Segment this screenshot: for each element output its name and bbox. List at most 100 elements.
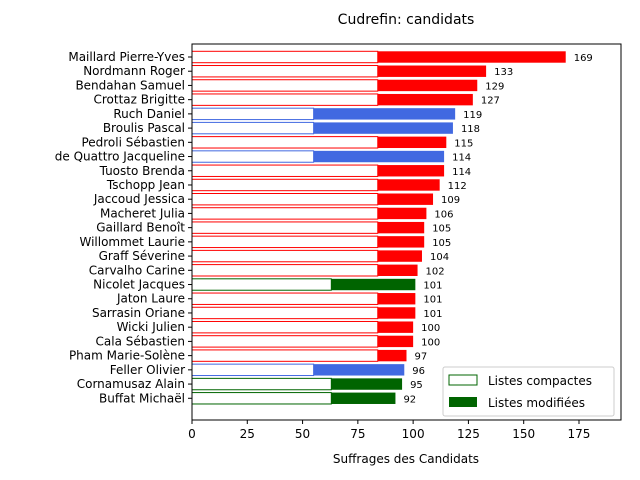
bar-compact — [191, 264, 379, 277]
bar-value-label: 127 — [481, 96, 500, 107]
bar-compact — [191, 178, 379, 192]
bar-value-label: 101 — [423, 281, 442, 292]
y-tick-label: Feller Olivier — [110, 363, 185, 377]
y-tick-label: Carvalho Carine — [89, 263, 185, 277]
bar-value-label: 95 — [410, 380, 423, 391]
bar-value-label: 114 — [452, 167, 471, 178]
bar-modified — [313, 122, 453, 134]
bar-compact — [191, 292, 379, 305]
y-tick-label: Jaccoud Jessica — [93, 192, 185, 206]
bar-modified — [377, 193, 434, 205]
bar-compact — [191, 136, 379, 149]
y-tick-label: Cornamusaz Alain — [77, 377, 185, 391]
bar-modified — [377, 335, 414, 348]
bar-value-label: 92 — [403, 394, 416, 405]
bar-modified — [331, 378, 403, 390]
bar-compact — [191, 235, 379, 249]
legend-swatch-compactes — [448, 374, 478, 386]
bar-value-label: 101 — [423, 309, 442, 320]
bar-modified — [377, 93, 473, 106]
y-tick-label: Bendahan Samuel — [75, 78, 185, 92]
x-tick-label: 150 — [512, 427, 535, 441]
bar-compact — [191, 193, 379, 206]
y-tick-label: Macheret Julia — [100, 206, 185, 220]
y-tick-label: Wicki Julien — [117, 320, 185, 334]
bar-value-label: 100 — [421, 337, 440, 348]
bar-value-label: 102 — [426, 266, 445, 277]
bar-modified — [377, 293, 416, 305]
bar-modified — [377, 79, 478, 92]
y-tick-label: de Quattro Jacqueline — [55, 150, 185, 164]
bar-value-label: 104 — [430, 252, 449, 263]
bar-value-label: 119 — [463, 110, 482, 121]
bar-modified — [377, 207, 427, 220]
bar-modified — [331, 392, 396, 404]
bar-compact — [191, 249, 379, 263]
x-tick-label: 50 — [295, 427, 310, 441]
bar-modified — [313, 150, 445, 163]
bar-value-label: 118 — [461, 124, 480, 135]
y-tick-label: Tuosto Brenda — [99, 164, 185, 178]
bar-modified — [377, 221, 425, 234]
y-tick-label: Gaillard Benoît — [96, 221, 185, 235]
bar-modified — [377, 307, 416, 319]
bar-value-label: 101 — [423, 295, 442, 306]
legend-box — [442, 366, 615, 417]
legend-label-modifiees: Listes modifiées — [488, 396, 585, 410]
bar-compact — [191, 392, 332, 405]
y-tick-label: Buffat Michaël — [99, 391, 185, 405]
bar-modified — [377, 349, 407, 362]
x-axis-label: Suffrages des Candidats — [333, 452, 479, 466]
bar-value-label: 96 — [412, 366, 425, 377]
y-tick-label: Graff Séverine — [99, 249, 185, 263]
bar-compact — [191, 320, 379, 334]
legend-label-compactes: Listes compactes — [488, 374, 592, 388]
bar-compact — [191, 306, 379, 320]
y-tick-label: Jaton Laure — [116, 292, 185, 306]
bar-modified — [377, 179, 440, 191]
bar-compact — [191, 107, 315, 121]
bar-value-label: 133 — [494, 67, 513, 78]
bar-modified — [377, 236, 425, 248]
bar-value-label: 112 — [448, 181, 467, 192]
bar-compact — [191, 221, 379, 234]
bar-value-label: 115 — [454, 138, 473, 149]
bar-value-label: 97 — [415, 352, 428, 363]
bar-compact — [191, 164, 379, 177]
y-tick-label: Tschopp Jean — [106, 178, 185, 192]
bar-compact — [191, 335, 379, 348]
bar-modified — [377, 165, 445, 177]
bar-modified — [313, 108, 456, 120]
y-tick-label: Crottaz Brigitte — [93, 93, 185, 107]
bar-compact — [191, 121, 315, 135]
bar-modified — [377, 136, 447, 149]
y-tick-label: Cala Sébastien — [96, 334, 185, 348]
bar-value-label: 169 — [574, 53, 593, 64]
bar-modified — [377, 250, 422, 262]
y-tick-label: Pham Marie-Solène — [69, 349, 185, 363]
bar-compact — [191, 349, 379, 362]
x-tick-label: 125 — [457, 427, 480, 441]
bar-compact — [191, 79, 379, 92]
legend-swatch-modifiees — [449, 397, 477, 407]
legend: Listes compactes Listes modifiées — [442, 366, 615, 417]
bar-modified — [331, 278, 416, 291]
y-tick-label: Nordmann Roger — [83, 64, 185, 78]
y-tick-label: Nicolet Jacques — [93, 278, 185, 292]
bar-compact — [191, 278, 332, 291]
y-tick-label: Pedroli Sébastien — [81, 135, 185, 149]
bar-value-label: 100 — [421, 323, 440, 334]
bar-value-label: 109 — [441, 195, 460, 206]
x-tick-label: 100 — [402, 427, 425, 441]
bar-compact — [191, 65, 379, 78]
bar-value-label: 105 — [432, 224, 451, 235]
x-tick-label: 175 — [568, 427, 591, 441]
bar-value-label: 114 — [452, 153, 471, 164]
bar-compact — [191, 93, 379, 106]
bar-value-label: 105 — [432, 238, 451, 249]
bar-compact — [191, 50, 379, 64]
bar-modified — [313, 364, 405, 376]
plot-frame — [191, 43, 622, 421]
bar-modified — [377, 321, 414, 333]
